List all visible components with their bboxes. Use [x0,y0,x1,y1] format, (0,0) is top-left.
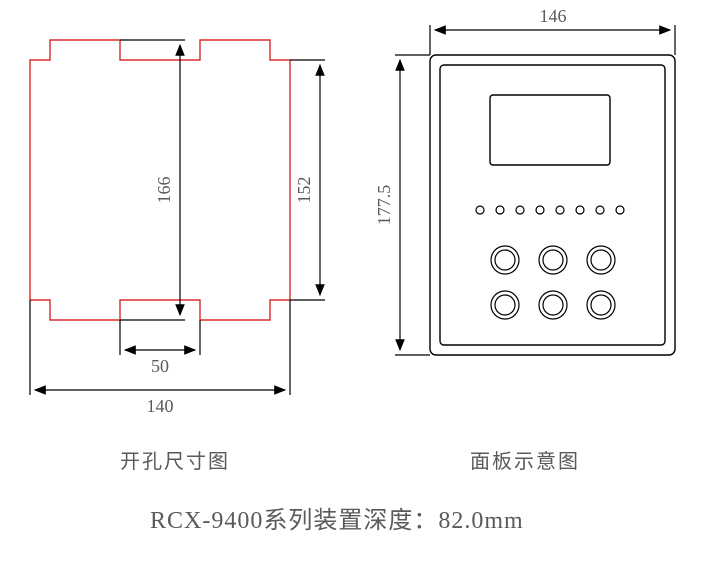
dim-177-5: 177.5 [374,185,394,226]
right-view-label: 面板示意图 [470,445,580,474]
bottom-text: RCX-9400系列装置深度：82.0mm [150,500,524,535]
diagram-container: 166 152 50 140 [0,0,721,567]
dim-140: 140 [147,396,174,416]
panel-outline [430,55,675,355]
technical-drawing-svg: 166 152 50 140 [0,0,721,567]
dim-50: 50 [151,356,169,376]
dim-146: 146 [540,6,567,26]
dim-152: 152 [294,177,314,204]
button-grid [491,246,615,319]
dim-166: 166 [154,177,174,204]
left-view-label: 开孔尺寸图 [120,445,230,474]
led-row [476,206,624,214]
